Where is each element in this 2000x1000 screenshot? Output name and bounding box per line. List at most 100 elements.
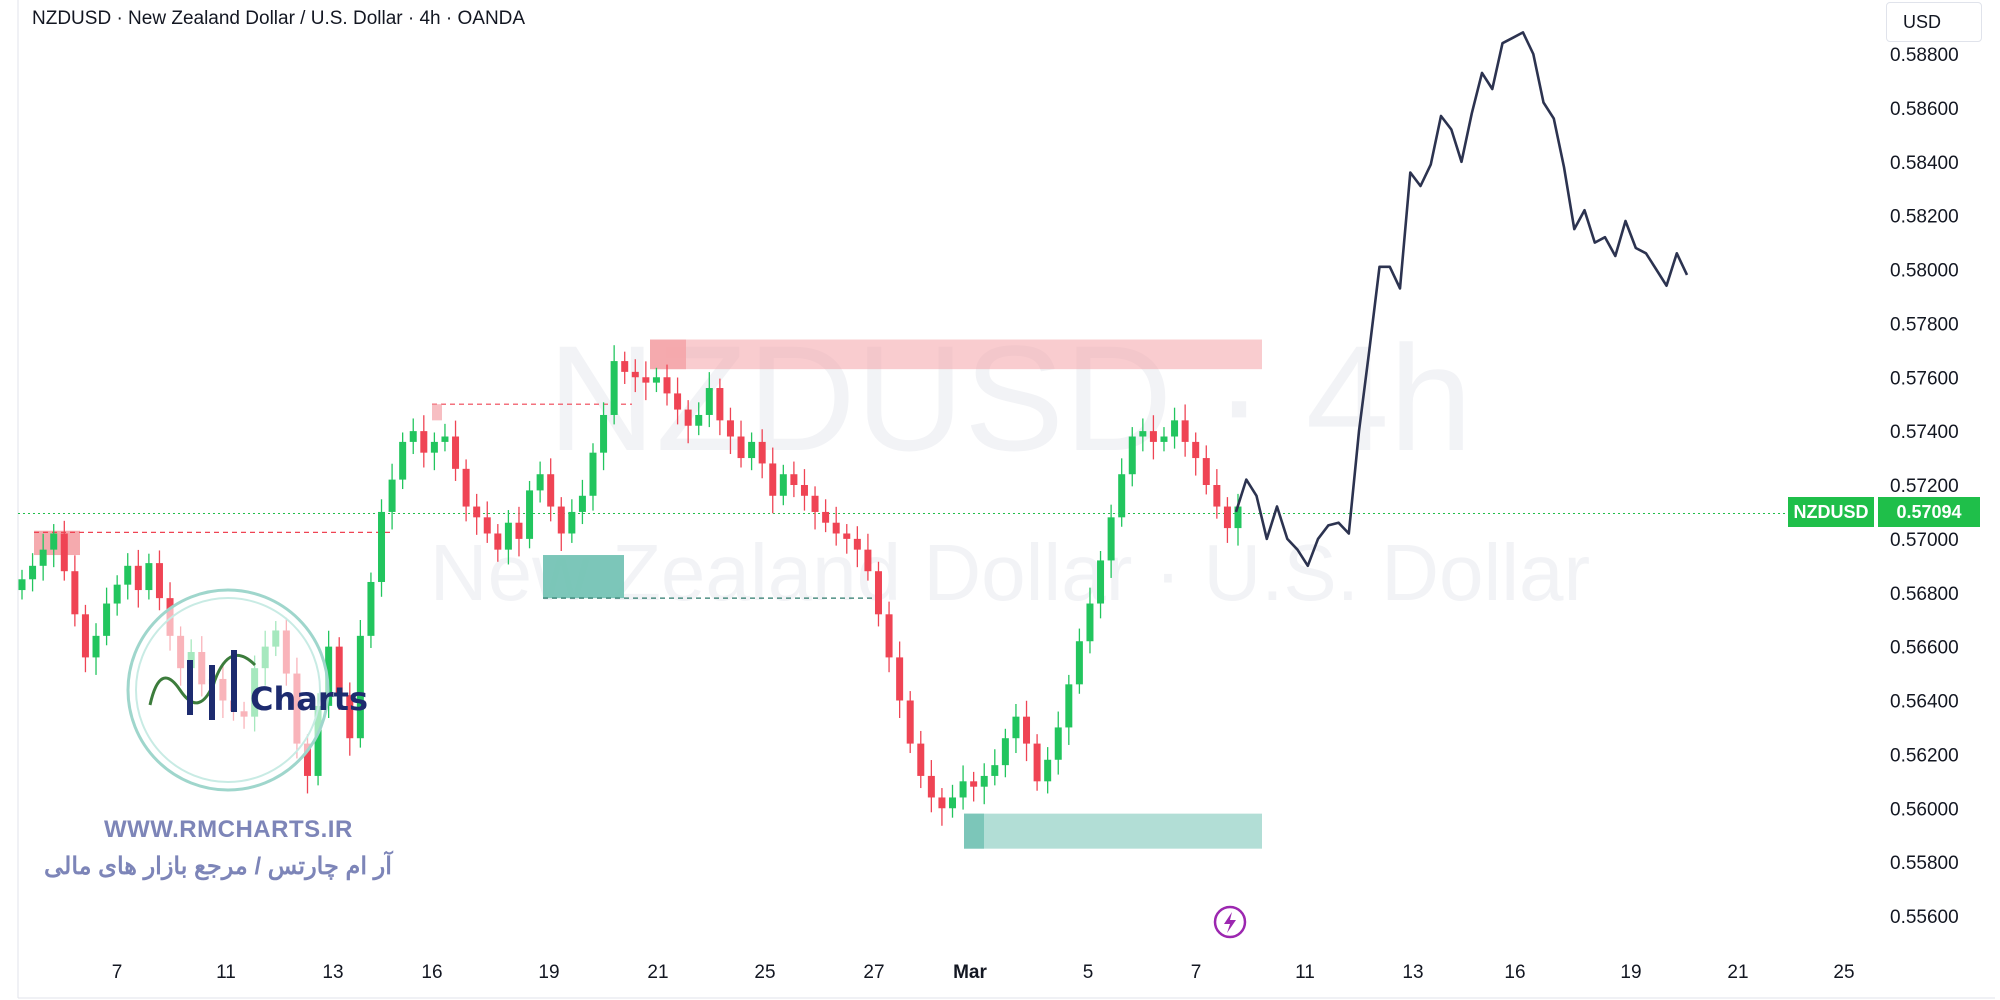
candle <box>790 461 798 498</box>
candle-body <box>853 538 861 550</box>
candle <box>335 637 343 710</box>
logo-bar <box>209 665 215 720</box>
candle <box>1160 427 1168 452</box>
x-tick-label: 25 <box>754 962 775 983</box>
candle <box>1097 550 1105 619</box>
candle-body <box>1012 716 1020 739</box>
candle <box>631 359 639 393</box>
candle-body <box>462 468 470 507</box>
candle-body <box>779 474 787 496</box>
candle <box>578 479 586 525</box>
candle <box>378 499 386 597</box>
y-tick-label: 0.57000 <box>1890 530 1959 551</box>
candle-body <box>1181 420 1189 442</box>
candle-body <box>589 452 597 496</box>
candle-body <box>134 565 142 591</box>
candle-body <box>420 431 428 453</box>
candle-body <box>811 495 819 512</box>
candle <box>462 459 470 522</box>
candle-body <box>896 657 904 701</box>
currency-button[interactable]: USD <box>1886 2 1982 42</box>
candle <box>325 630 333 719</box>
candle <box>896 641 904 719</box>
candle-body <box>610 361 618 415</box>
supply-zone-origin <box>432 404 442 421</box>
candle <box>1128 427 1136 487</box>
candle <box>800 469 808 511</box>
candle-body <box>695 414 703 426</box>
candle <box>853 526 861 568</box>
candle-body <box>748 441 756 459</box>
candle <box>367 572 375 648</box>
candle-body <box>652 377 660 383</box>
candle <box>737 420 745 468</box>
candle <box>536 461 544 503</box>
lightning-icon[interactable] <box>1212 904 1248 940</box>
candle <box>1149 415 1157 460</box>
candle <box>674 377 682 425</box>
candle-body <box>1139 431 1147 437</box>
candle <box>81 604 89 673</box>
candle-body <box>1097 560 1105 604</box>
website-label: WWW.RMCHARTS.IR <box>104 816 353 843</box>
candle-body <box>18 579 26 591</box>
candle <box>684 400 692 444</box>
candle <box>60 520 68 581</box>
candle <box>695 402 703 436</box>
candle-body <box>303 743 311 776</box>
price-tag-symbol: NZDUSD <box>1788 497 1874 527</box>
candle-body <box>959 781 967 798</box>
candle <box>1223 497 1231 543</box>
candle-body <box>504 522 512 550</box>
candle <box>18 569 26 600</box>
candle <box>716 378 724 436</box>
candle <box>124 553 132 600</box>
candle-body <box>483 517 491 534</box>
candle <box>779 464 787 506</box>
candle <box>1023 700 1031 762</box>
candle <box>864 533 872 581</box>
candle <box>822 499 830 533</box>
candle-body <box>621 361 629 372</box>
candle <box>959 765 967 810</box>
candle <box>526 480 534 549</box>
candle-body <box>452 436 460 469</box>
candle <box>642 361 650 401</box>
candle <box>748 432 756 471</box>
candle-body <box>515 522 523 539</box>
candle-body <box>430 441 438 453</box>
candle-body <box>50 533 58 550</box>
candle <box>1107 504 1115 578</box>
x-tick-label: 16 <box>1504 962 1525 983</box>
candle <box>557 497 565 551</box>
x-tick-label: 19 <box>538 962 559 983</box>
y-tick-label: 0.55600 <box>1890 907 1959 928</box>
candle-body <box>758 441 766 464</box>
price-tag-value: 0.57094 <box>1878 497 1980 527</box>
candle <box>134 549 142 608</box>
candle <box>621 351 629 384</box>
candle <box>705 372 713 428</box>
candle-body <box>684 409 692 426</box>
candle <box>1086 587 1094 654</box>
x-tick-label: Mar <box>953 962 987 983</box>
candle-body <box>938 797 946 809</box>
candle-body <box>864 549 872 572</box>
candle <box>1213 469 1221 519</box>
x-tick-label: 13 <box>322 962 343 983</box>
candle-body <box>1149 431 1157 442</box>
candle <box>346 682 354 756</box>
candle-body <box>568 511 576 534</box>
candle <box>399 432 407 490</box>
candle <box>1044 747 1052 794</box>
y-tick-label: 0.57600 <box>1890 368 1959 389</box>
candle-body <box>885 614 893 658</box>
candle-body <box>409 431 417 442</box>
candle-body <box>1023 716 1031 744</box>
candle <box>1054 711 1062 775</box>
candle <box>832 506 840 546</box>
candle-body <box>1044 759 1052 782</box>
candle <box>388 463 396 530</box>
candle <box>1012 704 1020 754</box>
